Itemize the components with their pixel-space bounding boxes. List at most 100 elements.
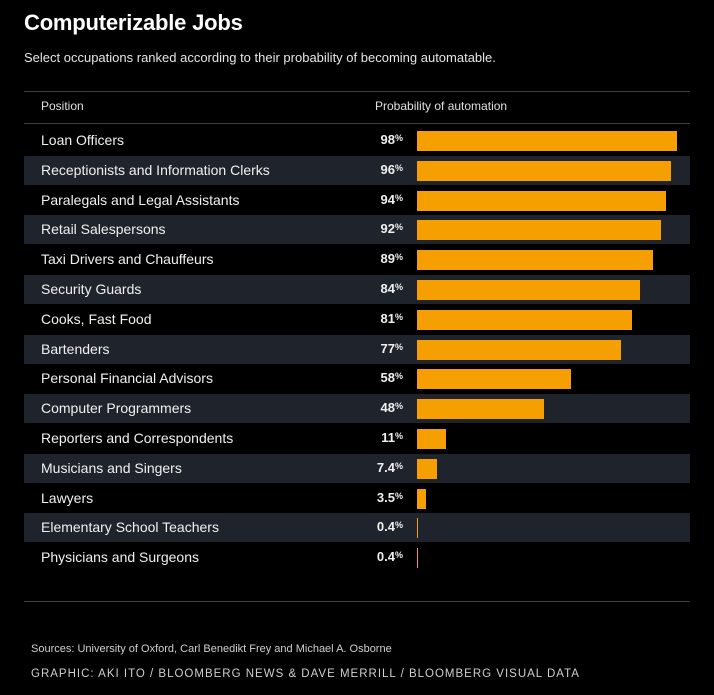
data-label-unit: % bbox=[394, 222, 403, 233]
category-label: Loan Officers bbox=[41, 132, 125, 148]
data-label: 77% bbox=[381, 341, 403, 356]
bar bbox=[417, 160, 672, 181]
bar bbox=[417, 548, 419, 569]
data-label-value: 98 bbox=[380, 132, 395, 147]
data-label: 0.4% bbox=[377, 519, 403, 534]
bar bbox=[417, 488, 427, 509]
category-label: Elementary School Teachers bbox=[41, 519, 219, 536]
data-label: 7.4% bbox=[377, 460, 403, 475]
bar bbox=[417, 309, 632, 330]
data-label: 11% bbox=[381, 430, 403, 445]
category-label: Retail Salespersons bbox=[41, 221, 166, 238]
data-label: 58% bbox=[381, 370, 403, 385]
bar bbox=[417, 458, 437, 479]
chart-subtitle: Select occupations ranked according to t… bbox=[24, 50, 496, 65]
data-label-unit: % bbox=[394, 311, 403, 322]
data-label-value: 92 bbox=[380, 221, 395, 237]
data-label: 3.5% bbox=[377, 490, 403, 505]
data-label-value: 0.4 bbox=[376, 549, 395, 565]
data-label-unit: % bbox=[394, 282, 403, 292]
data-label-unit: % bbox=[394, 550, 403, 561]
data-label-value: 3.5 bbox=[376, 489, 395, 505]
data-label: 96% bbox=[381, 162, 403, 177]
data-label-value: 7.4 bbox=[376, 459, 395, 475]
table-row: Elementary School Teachers 0.4% bbox=[24, 513, 690, 543]
bar bbox=[417, 190, 667, 211]
category-label: Paralegals and Legal Assistants bbox=[41, 191, 240, 208]
bar bbox=[417, 429, 447, 449]
data-label-value: 77 bbox=[380, 340, 395, 356]
category-label: Musicians and Singers bbox=[41, 459, 182, 476]
table-row: Lawyers 3.5% bbox=[24, 484, 690, 513]
data-label-value: 0.4 bbox=[376, 519, 395, 535]
category-label: Cooks, Fast Food bbox=[41, 310, 152, 327]
table-row: Taxi Drivers and Chauffeurs 89% bbox=[24, 245, 690, 274]
data-label: 48% bbox=[381, 400, 403, 415]
data-label: 98% bbox=[381, 132, 403, 147]
data-label-unit: % bbox=[394, 401, 403, 412]
top-divider bbox=[24, 91, 690, 92]
data-label-unit: % bbox=[394, 162, 403, 173]
data-label-value: 81 bbox=[380, 310, 395, 326]
category-label: Bartenders bbox=[41, 340, 110, 357]
data-label-value: 11 bbox=[381, 430, 395, 445]
data-label: 84% bbox=[381, 281, 403, 296]
category-label: Security Guards bbox=[41, 281, 142, 297]
data-label: 0.4% bbox=[377, 549, 403, 564]
data-label-unit: % bbox=[394, 192, 403, 203]
bar bbox=[417, 518, 419, 539]
table-row: Computer Programmers 48% bbox=[24, 394, 690, 424]
data-label-unit: % bbox=[394, 341, 403, 352]
table-row: Personal Financial Advisors 58% bbox=[24, 364, 690, 393]
bar bbox=[417, 280, 640, 300]
data-label-value: 96 bbox=[380, 161, 395, 177]
bar bbox=[417, 220, 661, 241]
table-row: Receptionists and Information Clerks 96% bbox=[24, 155, 690, 185]
data-label-value: 58 bbox=[380, 370, 395, 386]
data-label-unit: % bbox=[394, 520, 403, 531]
chart-title: Computerizable Jobs bbox=[24, 10, 243, 35]
data-label-value: 89 bbox=[380, 251, 395, 267]
column-header-probability: Probability of automation bbox=[375, 99, 508, 113]
bar bbox=[417, 131, 677, 151]
bar bbox=[417, 399, 545, 420]
bar bbox=[417, 369, 571, 390]
data-label: 81% bbox=[381, 311, 403, 326]
data-label-value: 84 bbox=[380, 281, 395, 296]
table-row: Physicians and Surgeons 0.4% bbox=[24, 543, 690, 572]
graphic-credit: GRAPHIC: AKI ITO / BLOOMBERG NEWS & DAVE… bbox=[31, 668, 580, 680]
column-header-position: Position bbox=[41, 99, 84, 113]
bar bbox=[417, 250, 653, 271]
category-label: Personal Financial Advisors bbox=[41, 370, 213, 387]
category-label: Taxi Drivers and Chauffeurs bbox=[41, 251, 214, 268]
category-label: Computer Programmers bbox=[41, 400, 192, 417]
data-label-unit: % bbox=[394, 490, 403, 501]
data-label: 94% bbox=[381, 192, 403, 207]
bar bbox=[417, 339, 622, 360]
table-row: Bartenders 77% bbox=[24, 334, 690, 364]
data-label-unit: % bbox=[394, 371, 403, 382]
data-label-value: 94 bbox=[380, 191, 395, 207]
sources-note: Sources: University of Oxford, Carl Bene… bbox=[31, 643, 392, 655]
category-label: Physicians and Surgeons bbox=[41, 549, 199, 566]
data-label: 89% bbox=[381, 251, 403, 266]
table-row: Reporters and Correspondents 11% bbox=[24, 424, 690, 453]
data-label-unit: % bbox=[394, 133, 403, 143]
table-row: Loan Officers 98% bbox=[24, 126, 690, 155]
table-row: Cooks, Fast Food 81% bbox=[24, 305, 690, 334]
data-label-unit: % bbox=[394, 431, 403, 441]
data-label-unit: % bbox=[394, 460, 403, 471]
table-row: Paralegals and Legal Assistants 94% bbox=[24, 186, 690, 215]
category-label: Receptionists and Information Clerks bbox=[41, 161, 270, 178]
data-label-value: 48 bbox=[380, 400, 395, 416]
category-label: Lawyers bbox=[41, 489, 94, 506]
table-row: Security Guards 84% bbox=[24, 275, 690, 304]
table-row: Retail Salespersons 92% bbox=[24, 215, 690, 245]
category-label: Reporters and Correspondents bbox=[41, 430, 234, 446]
data-label: 92% bbox=[381, 221, 403, 236]
bottom-divider bbox=[24, 601, 690, 602]
header-divider bbox=[24, 123, 690, 124]
table-row: Musicians and Singers 7.4% bbox=[24, 453, 690, 483]
data-label-unit: % bbox=[394, 252, 403, 263]
